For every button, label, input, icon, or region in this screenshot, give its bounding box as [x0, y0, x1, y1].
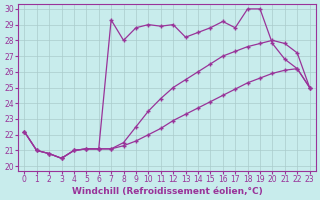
X-axis label: Windchill (Refroidissement éolien,°C): Windchill (Refroidissement éolien,°C): [72, 187, 262, 196]
